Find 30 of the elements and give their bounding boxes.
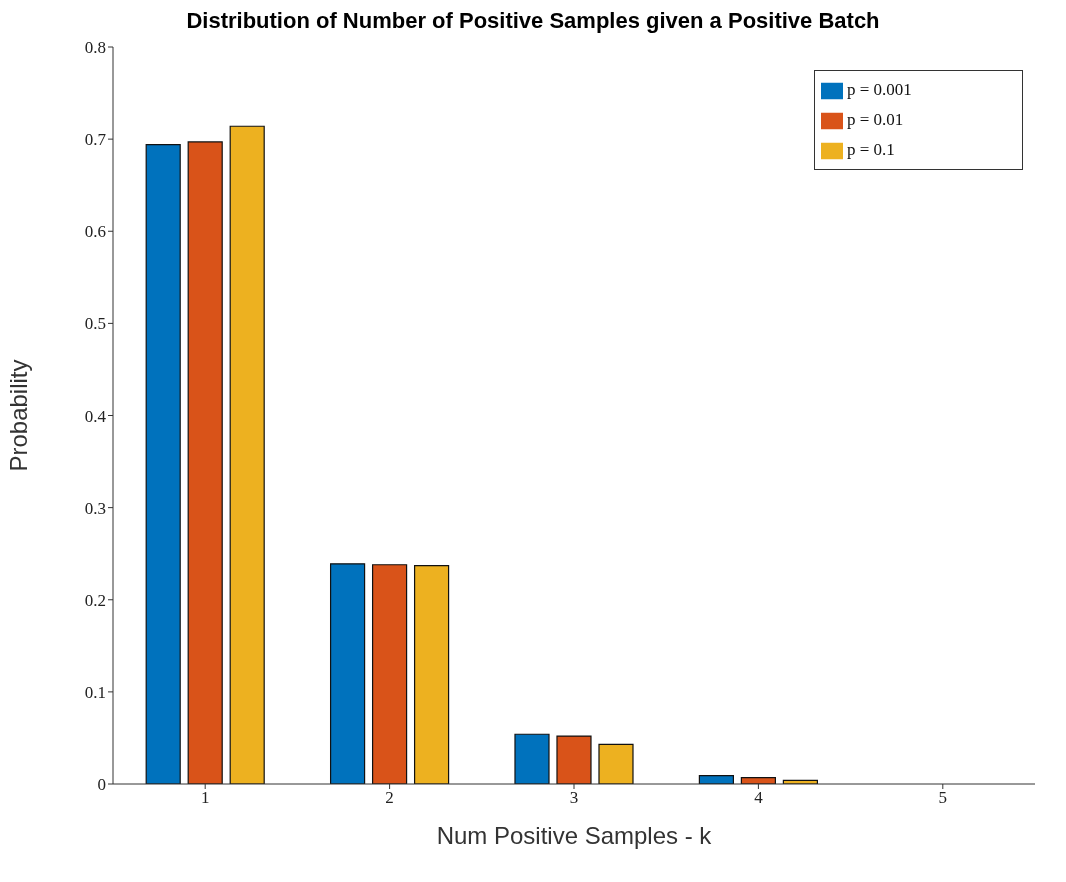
legend-label: p = 0.01: [847, 110, 904, 129]
x-axis-title: Num Positive Samples - k: [436, 822, 713, 849]
y-tick-label: 0.4: [84, 406, 107, 426]
y-tick-label: 0.5: [84, 314, 106, 334]
legend-label: p = 0.1: [847, 140, 895, 159]
bar: [514, 733, 550, 784]
x-tick-label: 2: [385, 788, 394, 808]
bar: [698, 775, 734, 784]
bar: [556, 735, 592, 784]
bar: [371, 564, 408, 784]
chart-title: Distribution of Number of Positive Samples given a Positive Batch: [185, 8, 881, 34]
bar: [598, 743, 634, 784]
y-tick-label: 0.6: [84, 222, 106, 242]
y-tick-label: 0.8: [84, 38, 106, 58]
y-axis-title: Probability: [4, 359, 32, 472]
bar: [413, 565, 450, 784]
y-tick-label: 0: [97, 775, 106, 795]
y-tick-label: 0.3: [84, 498, 106, 518]
y-tick-label: 0.7: [84, 130, 107, 150]
x-tick-label: 4: [754, 788, 764, 808]
bar: [329, 563, 366, 784]
y-tick-label: 0.1: [84, 682, 106, 702]
y-tick-label: 0.2: [84, 590, 106, 610]
bar: [145, 144, 181, 784]
bar: [187, 141, 223, 784]
x-tick-label: 5: [938, 788, 948, 808]
x-tick-label: 1: [200, 788, 210, 808]
bar: [229, 125, 265, 784]
x-tick-label: 3: [569, 788, 579, 808]
legend-label: p = 0.001: [847, 80, 912, 99]
